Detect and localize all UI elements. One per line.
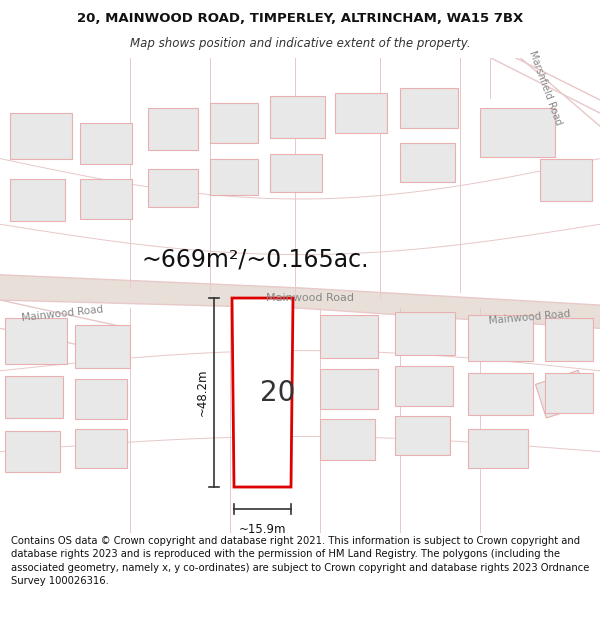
Text: 20: 20 [260, 379, 295, 406]
Polygon shape [395, 366, 453, 406]
Polygon shape [148, 169, 198, 207]
Polygon shape [468, 373, 533, 415]
Polygon shape [80, 123, 132, 164]
Polygon shape [468, 315, 533, 361]
Polygon shape [320, 315, 378, 358]
Text: Contains OS data © Crown copyright and database right 2021. This information is : Contains OS data © Crown copyright and d… [11, 536, 589, 586]
Polygon shape [75, 379, 127, 419]
Polygon shape [75, 326, 130, 367]
Polygon shape [400, 143, 455, 182]
Polygon shape [80, 179, 132, 219]
Text: Mainwood Road: Mainwood Road [489, 309, 571, 326]
Polygon shape [0, 275, 300, 308]
Polygon shape [320, 369, 378, 409]
Polygon shape [148, 108, 198, 151]
Polygon shape [540, 159, 592, 201]
Polygon shape [468, 429, 528, 468]
Polygon shape [335, 93, 387, 133]
Text: 20, MAINWOOD ROAD, TIMPERLEY, ALTRINCHAM, WA15 7BX: 20, MAINWOOD ROAD, TIMPERLEY, ALTRINCHAM… [77, 12, 523, 25]
Polygon shape [5, 376, 63, 418]
Polygon shape [232, 298, 293, 487]
Polygon shape [210, 159, 258, 195]
Bar [535, 371, 589, 418]
Text: ~48.2m: ~48.2m [196, 369, 209, 416]
Text: ~15.9m: ~15.9m [239, 523, 286, 536]
Polygon shape [395, 312, 455, 354]
Polygon shape [400, 88, 458, 128]
Polygon shape [270, 154, 322, 192]
Polygon shape [210, 103, 258, 143]
Text: ~669m²/~0.165ac.: ~669m²/~0.165ac. [141, 248, 369, 272]
Polygon shape [480, 108, 555, 156]
Text: Marshfield Road: Marshfield Road [527, 49, 563, 126]
Polygon shape [270, 96, 325, 138]
Polygon shape [5, 431, 60, 472]
Polygon shape [5, 318, 67, 364]
Polygon shape [545, 318, 593, 361]
Polygon shape [320, 419, 375, 460]
Text: Map shows position and indicative extent of the property.: Map shows position and indicative extent… [130, 37, 470, 49]
Polygon shape [75, 429, 127, 468]
Polygon shape [10, 113, 72, 159]
Polygon shape [545, 373, 593, 413]
Polygon shape [10, 179, 65, 221]
Text: Mainwood Road: Mainwood Road [21, 305, 103, 324]
Text: Mainwood Road: Mainwood Road [266, 293, 354, 303]
Polygon shape [300, 288, 600, 328]
Polygon shape [395, 416, 450, 454]
